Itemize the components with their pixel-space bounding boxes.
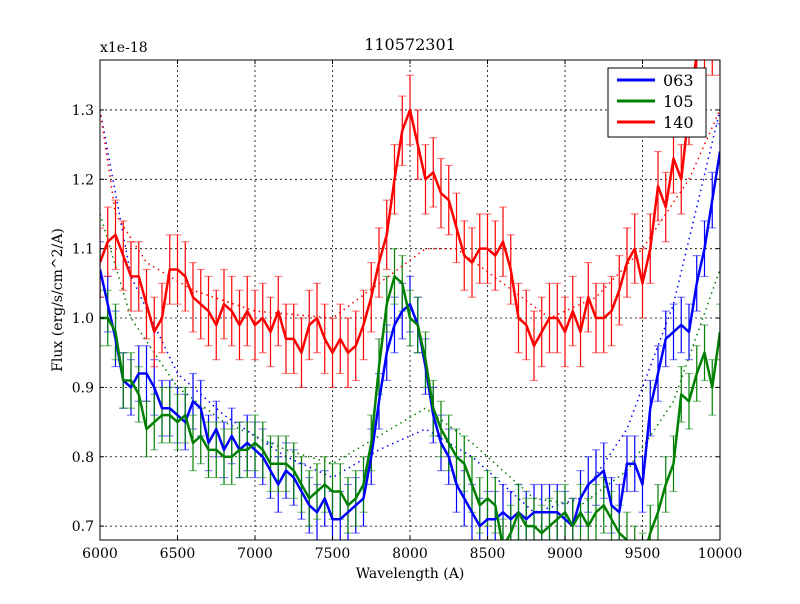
x-tick-label: 7500 (315, 546, 351, 562)
legend-label-105: 105 (663, 92, 694, 111)
chart-title: 110572301 (364, 35, 456, 54)
x-tick-label: 9000 (547, 546, 583, 562)
x-tick-label: 10000 (698, 546, 743, 562)
y-tick-label: 0.7 (72, 519, 94, 535)
series-line-105 (100, 275, 720, 540)
legend-label-063: 063 (663, 71, 694, 90)
y-tick-label: 1.0 (72, 311, 94, 327)
ticks: 6000 6500 7000 7500 8000 8500 9000 9500 10000 0.7… (72, 60, 743, 562)
y-axis-label: Flux (erg/s/cm^2/A) (50, 228, 66, 372)
x-tick-label: 9500 (625, 546, 661, 562)
y-offset-label: x1e-18 (100, 40, 148, 56)
plot-area (100, 60, 720, 540)
x-tick-label: 6000 (82, 546, 118, 562)
y-tick-label: 0.8 (72, 450, 94, 466)
series-line-063 (100, 151, 720, 528)
x-tick-label: 8500 (470, 546, 506, 562)
y-tick-label: 1.3 (72, 103, 94, 119)
y-tick-label: 1.1 (72, 242, 94, 258)
continuum-line-063 (100, 109, 720, 514)
legend: 063 105 140 (607, 67, 707, 138)
x-tick-label: 8000 (392, 546, 428, 562)
series-line-140 (100, 60, 698, 354)
legend-label-140: 140 (663, 113, 694, 132)
y-tick-label: 0.9 (72, 380, 94, 396)
y-tick-label: 1.2 (72, 172, 94, 188)
x-tick-label: 7000 (237, 546, 273, 562)
x-tick-label: 6500 (160, 546, 196, 562)
x-axis-label: Wavelength (A) (356, 566, 465, 582)
